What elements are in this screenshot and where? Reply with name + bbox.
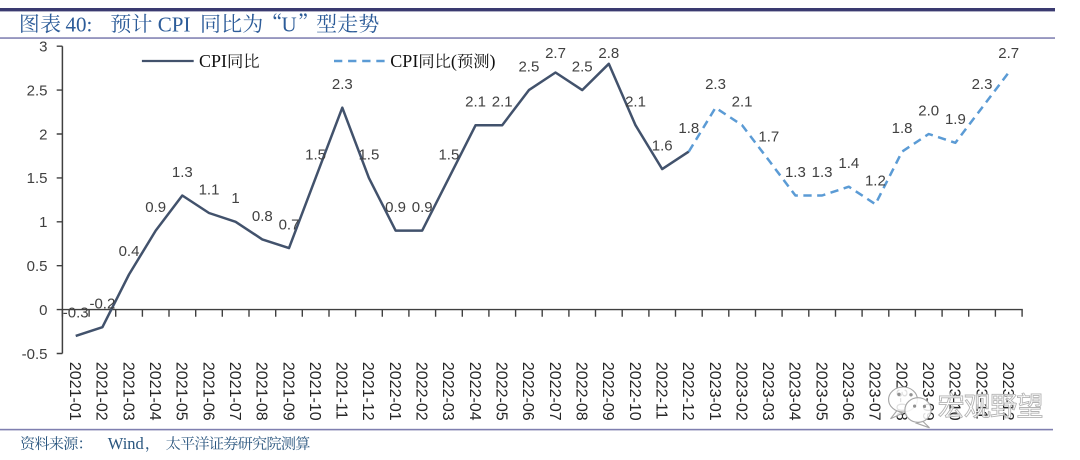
svg-text:2021-01: 2021-01	[66, 362, 83, 421]
svg-text:2021-09: 2021-09	[279, 362, 296, 421]
svg-text:1.8: 1.8	[678, 120, 699, 137]
svg-text:1.5: 1.5	[27, 170, 48, 187]
svg-text:0.7: 0.7	[279, 217, 300, 234]
svg-text:2.5: 2.5	[27, 82, 48, 99]
svg-text:2021-11: 2021-11	[333, 362, 350, 420]
svg-text:2.5: 2.5	[518, 59, 539, 76]
svg-text:0.9: 0.9	[385, 199, 406, 216]
svg-text:2022-02: 2022-02	[413, 362, 430, 421]
svg-text:U: U	[282, 12, 297, 36]
svg-text:-0.2: -0.2	[89, 296, 115, 313]
svg-text:2.7: 2.7	[545, 45, 566, 62]
svg-text:2023-04: 2023-04	[786, 362, 803, 421]
svg-text:1.9: 1.9	[945, 111, 966, 128]
svg-text:1.3: 1.3	[785, 164, 806, 181]
svg-text:2021-02: 2021-02	[93, 362, 110, 421]
svg-text:2023-06: 2023-06	[839, 362, 856, 421]
svg-text:(: (	[451, 51, 457, 72]
svg-text:2023-02: 2023-02	[732, 362, 749, 421]
svg-text:): )	[490, 51, 496, 72]
svg-text:2021-03: 2021-03	[119, 362, 136, 421]
svg-text:0.9: 0.9	[412, 199, 433, 216]
svg-text:2: 2	[39, 126, 47, 143]
svg-text:1.3: 1.3	[812, 164, 833, 181]
svg-text:2.1: 2.1	[492, 94, 513, 111]
svg-text:CPI: CPI	[390, 51, 418, 71]
svg-text:2.7: 2.7	[998, 45, 1019, 62]
svg-text:0.4: 0.4	[119, 243, 140, 260]
svg-text:2.1: 2.1	[732, 94, 753, 111]
svg-text:2.5: 2.5	[572, 59, 593, 76]
svg-text:2022-06: 2022-06	[519, 362, 536, 421]
svg-text:CPI: CPI	[158, 12, 191, 36]
svg-text:0.5: 0.5	[27, 258, 48, 275]
svg-text:2022-05: 2022-05	[493, 362, 510, 421]
svg-text:2023-01: 2023-01	[706, 362, 723, 421]
svg-text:1.4: 1.4	[838, 155, 859, 172]
svg-text:1.5: 1.5	[305, 146, 326, 163]
svg-text:2023-05: 2023-05	[812, 362, 829, 421]
svg-text:2.3: 2.3	[972, 76, 993, 93]
svg-text:2022-08: 2022-08	[573, 362, 590, 421]
svg-text:2.1: 2.1	[625, 94, 646, 111]
svg-text:1: 1	[39, 214, 47, 231]
svg-text:2.3: 2.3	[332, 76, 353, 93]
svg-text:1.5: 1.5	[438, 146, 459, 163]
svg-text:3: 3	[39, 39, 47, 56]
svg-text:2022-07: 2022-07	[546, 362, 563, 421]
svg-text:2023-07: 2023-07	[866, 362, 883, 421]
svg-text:2023-03: 2023-03	[759, 362, 776, 421]
svg-text:1.1: 1.1	[199, 181, 220, 198]
svg-text:2021-04: 2021-04	[146, 362, 163, 421]
svg-text:2021-08: 2021-08	[253, 362, 270, 421]
svg-text:2021-07: 2021-07	[226, 362, 243, 421]
svg-text:2023-10: 2023-10	[946, 362, 963, 421]
svg-text:1.5: 1.5	[358, 146, 379, 163]
svg-text:0: 0	[39, 302, 47, 319]
svg-text:1.3: 1.3	[172, 164, 193, 181]
svg-text:2022-01: 2022-01	[386, 362, 403, 421]
svg-text:1.7: 1.7	[758, 129, 779, 146]
svg-text:1: 1	[231, 190, 239, 207]
svg-text:2021-06: 2021-06	[199, 362, 216, 421]
svg-text:2022-10: 2022-10	[626, 362, 643, 421]
svg-text:2023-12: 2023-12	[999, 362, 1016, 421]
svg-text:2021-10: 2021-10	[306, 362, 323, 421]
svg-text:2.3: 2.3	[705, 76, 726, 93]
svg-text:2021-05: 2021-05	[173, 362, 190, 421]
svg-text:CPI: CPI	[199, 51, 227, 71]
svg-text:2022-12: 2022-12	[679, 362, 696, 421]
svg-text:2.0: 2.0	[918, 102, 939, 119]
svg-text:40:: 40:	[66, 12, 93, 36]
svg-text:Wind: Wind	[108, 434, 145, 453]
svg-text:-0.5: -0.5	[22, 346, 48, 363]
svg-text:0.9: 0.9	[145, 199, 166, 216]
svg-text:2.1: 2.1	[465, 94, 486, 111]
svg-text:0.8: 0.8	[252, 208, 273, 225]
svg-text:2021-12: 2021-12	[359, 362, 376, 421]
svg-text:2022-03: 2022-03	[439, 362, 456, 421]
svg-text:1.2: 1.2	[865, 173, 886, 190]
svg-text:-0.3: -0.3	[63, 304, 89, 321]
svg-text:2022-04: 2022-04	[466, 362, 483, 421]
svg-text:2022-11: 2022-11	[653, 362, 670, 420]
svg-text:1.6: 1.6	[652, 138, 673, 155]
svg-text:2.8: 2.8	[598, 45, 619, 62]
svg-text:1.8: 1.8	[892, 120, 913, 137]
svg-text:2022-09: 2022-09	[599, 362, 616, 421]
